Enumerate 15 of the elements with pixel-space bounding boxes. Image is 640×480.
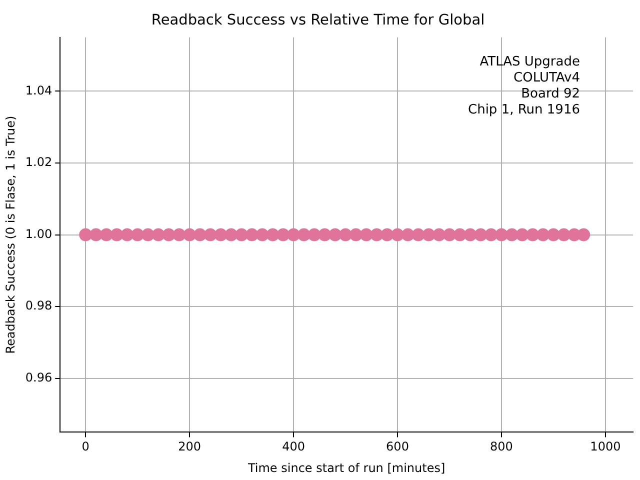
y-tick-label: 0.98 bbox=[25, 298, 52, 313]
x-tick-label: 400 bbox=[282, 440, 305, 454]
x-tick-label: 800 bbox=[490, 440, 513, 454]
x-tick-label: 600 bbox=[386, 440, 409, 454]
y-tick-label: 1.04 bbox=[25, 83, 52, 98]
y-tick-label: 1.02 bbox=[25, 155, 52, 170]
x-tick-label: 200 bbox=[178, 440, 202, 454]
y-tick-label: 1.00 bbox=[25, 226, 52, 241]
x-axis-title: Time since start of run [minutes] bbox=[246, 460, 446, 475]
chart-title: Readback Success vs Relative Time for Global bbox=[151, 12, 485, 28]
x-tick-label: 0 bbox=[82, 440, 90, 454]
annotation: ATLAS Upgrade COLUTAv4 Board 92 Chip 1, Run 1916 bbox=[468, 54, 580, 118]
y-axis-title: Readback Success (0 is Flase, 1 is True) bbox=[3, 116, 18, 354]
x-tick-label: 1000 bbox=[590, 440, 621, 454]
y-tick-label: 0.96 bbox=[25, 370, 52, 384]
